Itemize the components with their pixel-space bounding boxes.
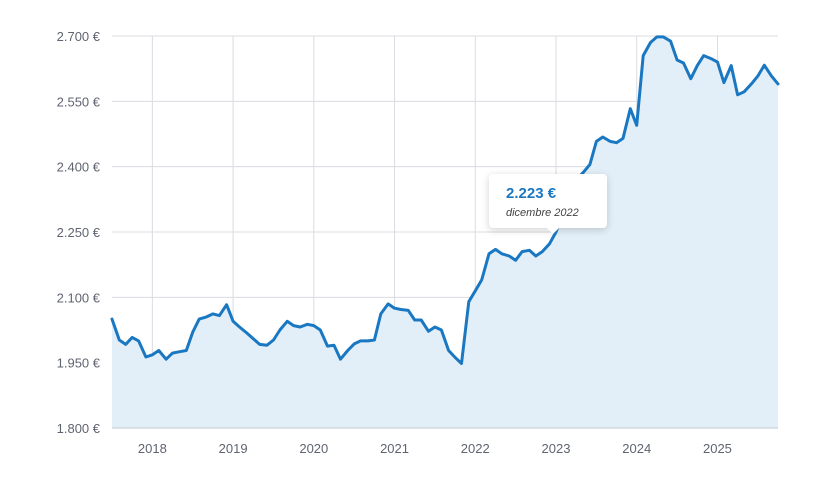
y-tick-label: 2.250 € bbox=[57, 225, 101, 240]
value-tooltip: 2.223 € dicembre 2022 bbox=[489, 174, 607, 234]
tooltip-date: dicembre 2022 bbox=[506, 207, 579, 219]
x-tick-label: 2023 bbox=[542, 441, 571, 456]
x-tick-label: 2021 bbox=[380, 441, 409, 456]
x-tick-label: 2019 bbox=[219, 441, 248, 456]
x-tick-label: 2024 bbox=[622, 441, 651, 456]
x-tick-label: 2022 bbox=[461, 441, 490, 456]
y-axis-labels: 1.800 € 1.950 € 2.100 € 2.250 € 2.400 € 2.550… bbox=[57, 29, 101, 436]
y-tick-label: 2.400 € bbox=[57, 160, 101, 175]
price-line bbox=[110, 35, 780, 365]
area-fill bbox=[112, 36, 778, 429]
tooltip-arrow bbox=[547, 228, 559, 234]
x-tick-label: 2025 bbox=[703, 441, 732, 456]
y-tick-label: 2.100 € bbox=[57, 290, 101, 305]
y-tick-label: 1.800 € bbox=[57, 421, 101, 436]
x-tick-label: 2020 bbox=[299, 441, 328, 456]
x-axis-labels: 2018 2019 2020 2021 2022 2023 2024 2025 bbox=[138, 441, 732, 456]
y-tick-label: 2.700 € bbox=[57, 29, 101, 44]
tooltip-value: 2.223 € bbox=[506, 185, 557, 202]
x-tick-label: 2018 bbox=[138, 441, 167, 456]
y-tick-label: 1.950 € bbox=[57, 356, 101, 371]
y-tick-label: 2.550 € bbox=[57, 94, 101, 109]
